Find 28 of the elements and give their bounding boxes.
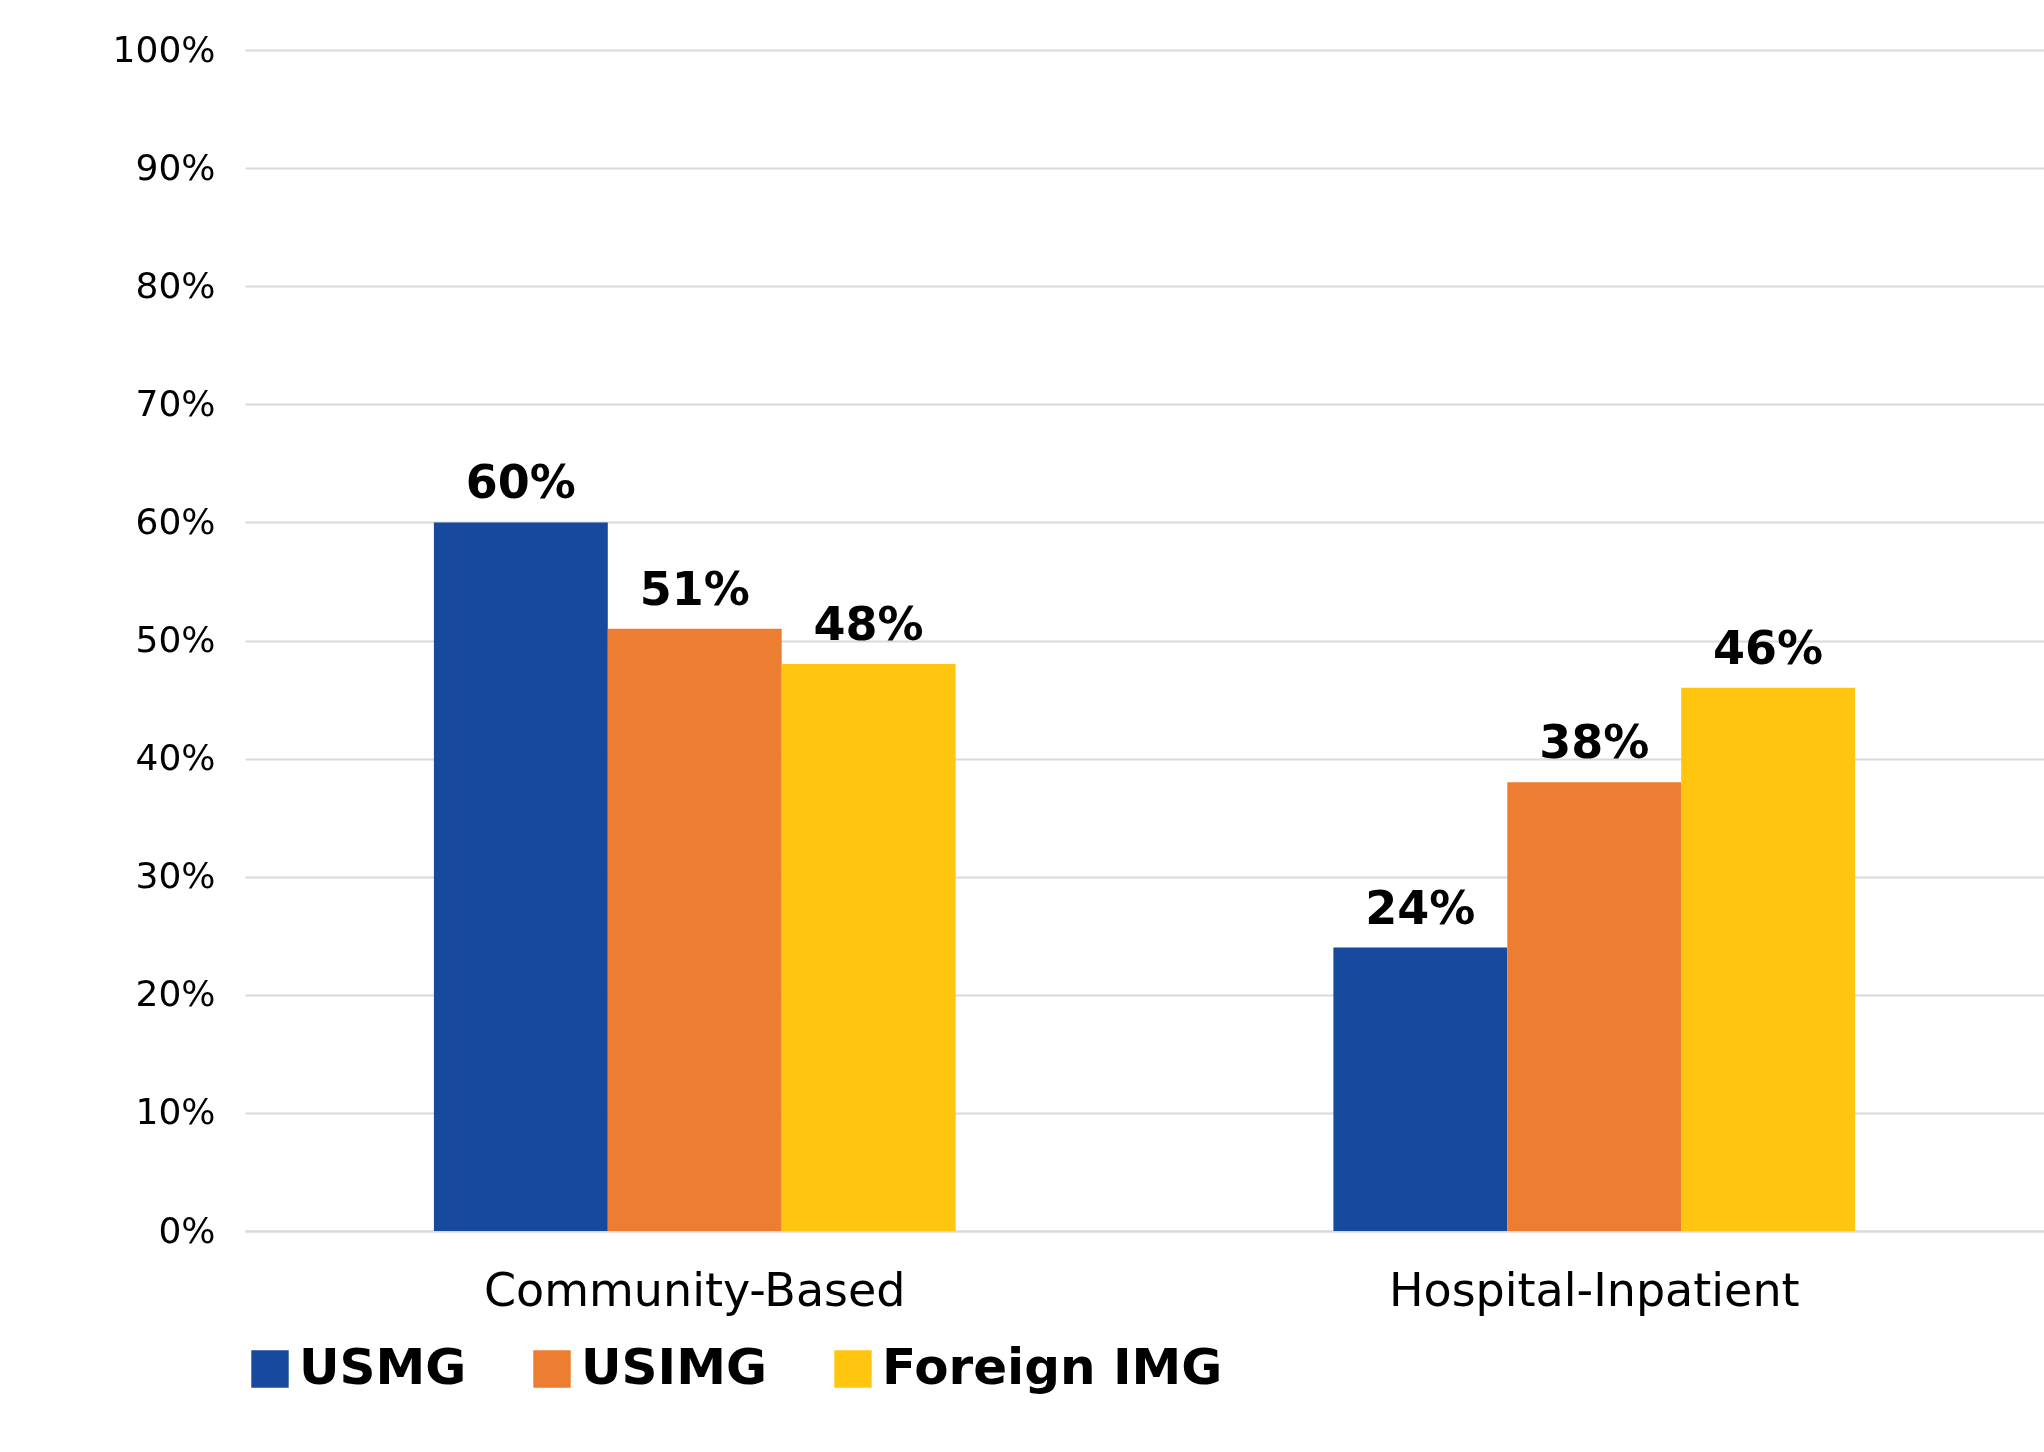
- y-tick-label: 10%: [135, 1091, 216, 1133]
- y-tick-label: 30%: [135, 855, 216, 897]
- bar: [607, 628, 782, 1231]
- y-tick-label: 40%: [135, 737, 216, 779]
- legend-label: USMG: [299, 1338, 467, 1396]
- legend-label: USIMG: [581, 1338, 768, 1396]
- data-label: 38%: [1539, 715, 1650, 770]
- y-tick-label: 0%: [158, 1209, 216, 1251]
- bar: [1333, 947, 1508, 1231]
- y-tick-label: 50%: [135, 619, 216, 660]
- bar: [433, 522, 608, 1231]
- y-tick-label: 80%: [135, 264, 216, 306]
- y-tick-label: 70%: [135, 382, 216, 424]
- legend-label: Foreign IMG: [882, 1338, 1223, 1396]
- data-label: 48%: [813, 597, 924, 652]
- y-tick-label: 60%: [135, 500, 216, 542]
- bar: [1507, 782, 1682, 1231]
- data-label: 46%: [1713, 620, 1824, 675]
- x-tick-label: Hospital-Inpatient: [1388, 1262, 1800, 1317]
- y-tick-label: 20%: [135, 973, 216, 1015]
- bar: [1681, 687, 1856, 1231]
- y-tick-label: 90%: [135, 146, 216, 188]
- y-tick-label: 100%: [112, 28, 216, 70]
- bar: [781, 664, 956, 1231]
- data-label: 24%: [1365, 880, 1476, 935]
- data-label: 60%: [465, 455, 576, 510]
- x-tick-label: Community-Based: [483, 1262, 906, 1317]
- data-label: 51%: [639, 561, 750, 616]
